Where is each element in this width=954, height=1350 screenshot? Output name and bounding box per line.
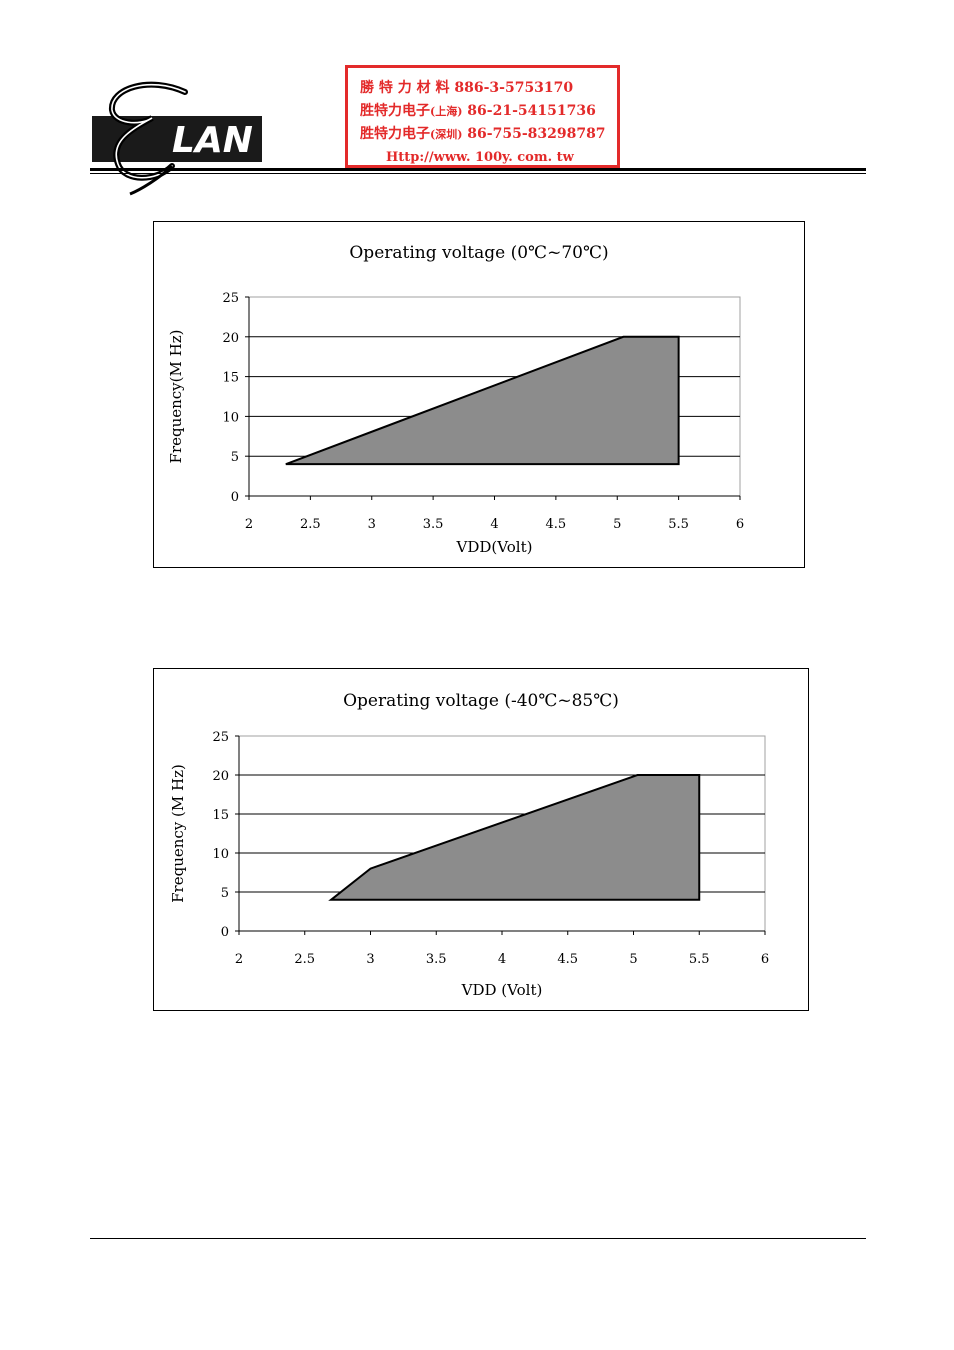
operating-region [285,335,680,466]
stamp-line-3-city: (深圳) [430,128,463,141]
stamp-url: Http://www. 100y. com. tw [386,150,574,165]
x-tick-label: 2 [235,952,243,967]
stamp-line-2-company: 胜特力电子 [360,103,430,119]
x-axis-label: VDD (Volt) [461,981,543,999]
stamp-line-3: 胜特力电子(深圳) 86-755-83298787 [360,123,617,146]
x-tick-label: 3 [366,952,374,967]
y-tick-label: 5 [231,450,239,465]
chart-svg: Operating voltage (0℃~70℃) 0 5 10 15 20 25 2 2.5… [167,243,744,556]
y-tick-label: 20 [222,331,239,346]
y-axis-label: Frequency (M Hz) [169,764,187,903]
header-rule [90,168,866,171]
y-tick-label: 0 [221,925,229,940]
chart-operating-voltage-minus40-85: Operating voltage (-40℃~85℃) 0 5 10 15 20 25 2 2… [153,668,809,1011]
x-tick-label: 6 [761,952,769,967]
operating-region [328,774,701,901]
stamp-line-2-phone: 86-21-54151736 [462,103,596,119]
x-tick-label: 4 [498,952,506,967]
y-tick-label: 25 [212,730,229,745]
x-tick-label: 6 [736,517,744,532]
logo-text: LAN [172,120,253,161]
y-tick-label: 20 [212,769,229,784]
distributor-stamp: 勝 特 力 材 料 886-3-5753170 胜特力电子(上海) 86-21-… [345,65,620,168]
header-rule-thin [90,173,866,174]
stamp-line-2: 胜特力电子(上海) 86-21-54151736 [360,100,617,123]
y-tick-label: 5 [221,886,229,901]
footer-rule [90,1238,866,1239]
x-axis-label: VDD(Volt) [456,538,533,556]
stamp-line-1: 勝 特 力 材 料 886-3-5753170 [360,80,574,96]
x-tick-label: 5 [613,517,621,532]
x-tick-label: 4 [490,517,498,532]
y-tick-label: 25 [222,291,239,306]
stamp-line-2-city: (上海) [430,105,463,118]
chart-title: Operating voltage (0℃~70℃) [349,243,608,263]
y-axis-label: Frequency(M Hz) [167,330,185,464]
x-tick-label: 3.5 [426,952,447,967]
x-tick-label: 3 [368,517,376,532]
elan-logo: LAN [92,81,262,196]
y-tick-label: 15 [222,371,239,386]
x-tick-label: 5 [629,952,637,967]
x-tick-label: 4.5 [557,952,578,967]
stamp-line-3-company: 胜特力电子 [360,126,430,142]
x-tick-label: 2.5 [294,952,315,967]
x-tick-label: 2 [245,517,253,532]
chart-operating-voltage-0-70: Operating voltage (0℃~70℃) 0 5 10 15 20 25 2 2.5… [153,221,805,568]
chart-title: Operating voltage (-40℃~85℃) [343,691,619,711]
x-tick-label: 5.5 [689,952,710,967]
y-tick-label: 10 [212,847,229,862]
x-tick-label: 3.5 [423,517,444,532]
y-tick-label: 10 [222,410,239,425]
y-tick-label: 15 [212,808,229,823]
x-tick-label: 4.5 [546,517,567,532]
y-tick-label: 0 [231,490,239,505]
x-tick-label: 5.5 [668,517,689,532]
stamp-line-3-phone: 86-755-83298787 [462,126,606,142]
chart-svg: Operating voltage (-40℃~85℃) 0 5 10 15 20 25 2 2… [169,691,769,999]
x-tick-label: 2.5 [300,517,321,532]
